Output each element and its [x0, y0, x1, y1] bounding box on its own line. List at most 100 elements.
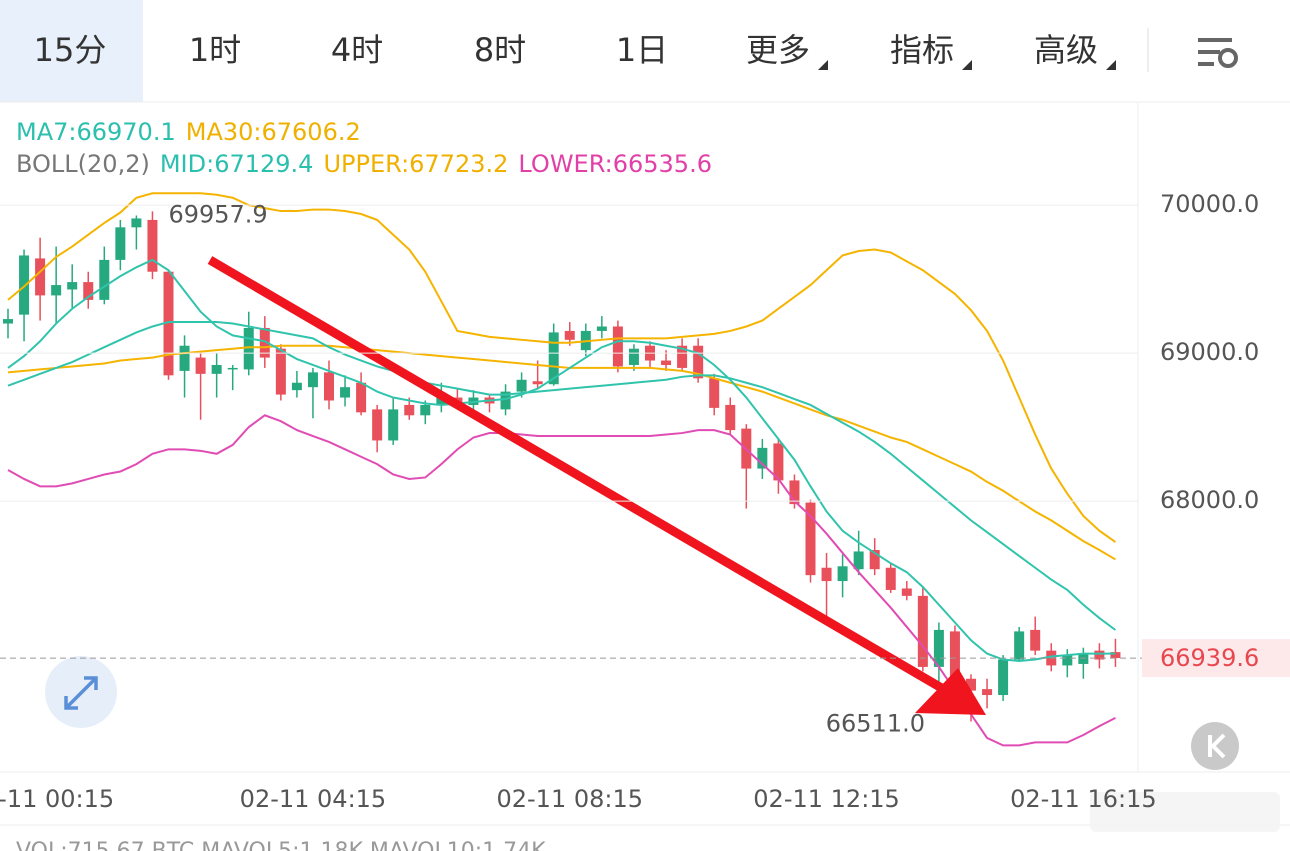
candle-body — [500, 391, 511, 410]
indicator-label: UPPER:67723.2 — [323, 150, 508, 178]
last-price-box — [1142, 639, 1290, 678]
tab[interactable]: 15分 — [34, 31, 107, 69]
candle-body — [805, 502, 816, 576]
indicator-line — [7, 321, 1117, 631]
candle-body — [661, 360, 672, 365]
candle-body — [3, 319, 13, 324]
candle-body — [163, 271, 174, 376]
trend-arrow — [207, 256, 986, 715]
candle-body — [356, 382, 367, 413]
x-tick-label: 02-11 04:15 — [240, 785, 387, 813]
x-tick-label: 02-11 12:15 — [753, 785, 900, 813]
tab[interactable]: 高级 — [1034, 31, 1098, 69]
low-label: 66511.0 — [826, 710, 925, 738]
candle-body — [51, 285, 62, 296]
candle-body — [147, 219, 158, 272]
plot-area — [3, 192, 1121, 747]
candle-body — [179, 345, 190, 371]
candle-body — [243, 327, 254, 370]
candle-body — [1078, 653, 1089, 664]
candle-body — [99, 259, 110, 300]
candle-body — [307, 372, 318, 388]
watermark — [1090, 792, 1280, 832]
tab[interactable]: 8时 — [474, 31, 526, 69]
candle-body — [1014, 631, 1025, 660]
candle-body — [372, 409, 383, 441]
x-tick-label: 02-11 16:15 — [1010, 785, 1157, 813]
candle-body — [596, 326, 607, 331]
last-price-label: 66939.6 — [1160, 644, 1259, 672]
candle-body — [628, 348, 639, 365]
candle-body — [259, 327, 270, 358]
y-tick-label: 68000.0 — [1160, 486, 1259, 514]
tab[interactable]: 1时 — [189, 31, 241, 69]
candle-body — [949, 631, 960, 679]
candle-body — [869, 549, 880, 570]
candle-body — [195, 357, 206, 374]
candle-body — [693, 345, 704, 379]
candle-body — [564, 330, 575, 340]
expand-button[interactable] — [45, 656, 117, 728]
candle-body — [612, 326, 623, 367]
indicator-label: LOWER:66535.6 — [518, 150, 712, 178]
y-tick-label: 70000.0 — [1160, 190, 1259, 218]
indicator-line — [7, 414, 1116, 747]
volume-legend: VOL:715.67 BTC MAVOL5:1.18K MAVOL10:1.74… — [16, 839, 546, 851]
tab[interactable]: 更多 — [746, 31, 810, 69]
candle-body — [275, 348, 286, 395]
candle-body — [789, 480, 800, 505]
candle-body — [982, 689, 993, 696]
candle-body — [532, 381, 543, 385]
indicator-line — [7, 258, 1116, 662]
candle-body — [516, 379, 527, 392]
back-latest-button[interactable] — [1191, 722, 1239, 770]
indicator-label: MID:67129.4 — [160, 150, 314, 178]
dropdown-caret — [1106, 60, 1116, 70]
candle-body — [709, 378, 720, 408]
candle-body — [291, 382, 302, 391]
high-label: 69957.9 — [168, 200, 267, 228]
candle-body — [885, 567, 896, 590]
dropdown-caret — [962, 60, 972, 70]
candle-body — [1030, 629, 1041, 651]
candle-body — [131, 218, 142, 228]
candle-body — [1062, 655, 1073, 666]
candle-body — [420, 404, 431, 416]
indicator-label: MA7:66970.1 — [16, 118, 176, 146]
candle-body — [757, 447, 768, 469]
candle-body — [837, 566, 848, 582]
tab[interactable]: 1日 — [616, 31, 668, 69]
candle-body — [917, 595, 928, 667]
candle-body — [340, 387, 351, 398]
candle-body — [83, 282, 94, 300]
dropdown-caret — [818, 60, 828, 70]
candle-body — [901, 588, 912, 596]
settings-icon[interactable] — [1198, 38, 1238, 68]
candle-body — [388, 409, 399, 441]
y-tick-label: 69000.0 — [1160, 338, 1259, 366]
indicator-line — [7, 192, 1117, 543]
candle-body — [19, 255, 30, 315]
candle-body — [227, 367, 238, 370]
candle-body — [821, 567, 832, 582]
active-tab-bg — [0, 0, 143, 102]
indicator-label: BOLL(20,2) — [16, 150, 150, 178]
tab[interactable]: 指标 — [890, 31, 954, 69]
candle-body — [35, 258, 46, 296]
candle-body — [211, 364, 222, 374]
candle-body — [966, 678, 976, 691]
candle-body — [1110, 652, 1121, 659]
candle-body — [115, 227, 126, 260]
candle-body — [67, 282, 78, 290]
candle-body — [677, 345, 688, 368]
candle-body — [998, 659, 1009, 696]
candle-body — [725, 404, 736, 431]
candle-body — [548, 332, 559, 385]
x-tick-label: 02-11 08:15 — [496, 785, 643, 813]
candle-body — [1094, 650, 1105, 660]
candle-body — [404, 404, 415, 416]
candle-body — [773, 443, 784, 481]
tab[interactable]: 4时 — [331, 31, 383, 69]
x-tick-label: -11 00:15 — [0, 785, 114, 813]
